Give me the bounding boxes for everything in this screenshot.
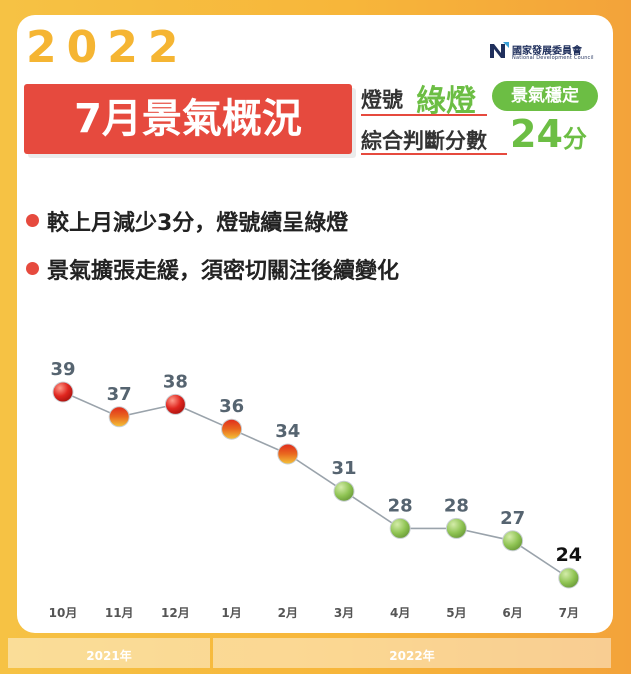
x-tick-label-2: 11月 <box>105 606 134 620</box>
score-number: 24 <box>510 112 563 156</box>
title-banner: 7月景氣概況 <box>24 84 352 154</box>
score-unit: 分 <box>562 125 587 153</box>
status-badge: 景氣穩定 <box>492 81 598 111</box>
bullet-dot-icon <box>26 262 39 275</box>
x-tick-label-6: 3月 <box>334 606 354 620</box>
signal-marker-8 <box>445 517 467 539</box>
signal-marker-7 <box>389 517 411 539</box>
year-strip: 2021年 2022年 <box>0 635 631 673</box>
bullet-item-1: 較上月減少3分，燈號續呈綠燈 <box>26 205 348 237</box>
logo-name-zh: 國家發展委員會 <box>512 46 582 57</box>
score-underline <box>361 153 507 155</box>
value-label-2: 37 <box>107 384 132 405</box>
year-group-2022: 2022年 <box>213 638 611 668</box>
value-label-7: 28 <box>388 495 413 516</box>
value-label-5: 34 <box>275 421 300 442</box>
series-markers <box>52 381 580 589</box>
signal-underline <box>361 114 487 116</box>
x-tick-label-7: 4月 <box>390 606 410 620</box>
x-tick-label-9: 6月 <box>502 606 522 620</box>
logo-name-en: National Development Council <box>512 55 594 61</box>
signal-marker-6 <box>333 480 355 502</box>
value-label-4: 36 <box>219 396 244 417</box>
x-tick-label-1: 10月 <box>49 606 78 620</box>
x-axis-labels: 10月 11月 12月 1月 2月 3月 4月 5月 6月 7月 <box>49 606 579 620</box>
bullet-dot-icon <box>26 214 39 227</box>
x-tick-label-5: 2月 <box>278 606 298 620</box>
value-label-6: 31 <box>331 458 356 479</box>
signal-marker-3 <box>164 393 186 415</box>
signal-marker-2 <box>108 406 130 428</box>
signal-marker-10 <box>558 567 580 589</box>
line-segment-6 <box>343 490 401 530</box>
value-label-1: 39 <box>50 359 75 380</box>
score-value: 24分 <box>510 112 587 161</box>
x-tick-label-10: 7月 <box>559 606 579 620</box>
signal-marker-5 <box>277 443 299 465</box>
score-line-chart: 39 37 38 36 34 31 28 28 27 24 10月 11月 12月 1月 2月 3月 4月 5月… <box>49 359 582 620</box>
score-label: 綜合判斷分數 <box>361 129 487 153</box>
value-label-8: 28 <box>444 495 469 516</box>
bullet-text-1: 較上月減少3分，燈號續呈綠燈 <box>47 211 349 236</box>
x-tick-label-8: 5月 <box>446 606 466 620</box>
x-tick-label-3: 12月 <box>161 606 190 620</box>
line-segment-9 <box>512 540 570 579</box>
value-label-3: 38 <box>163 371 188 392</box>
value-label-9: 27 <box>500 508 525 529</box>
signal-marker-1 <box>52 381 74 403</box>
bullet-item-2: 景氣擴張走緩，須密切關注後續變化 <box>26 253 399 285</box>
value-labels: 39 37 38 36 34 31 28 28 27 24 <box>50 359 582 566</box>
signal-marker-9 <box>502 530 524 552</box>
ndc-logo: 國家發展委員會 National Development Council <box>488 40 608 66</box>
ndc-logo-icon <box>490 42 509 58</box>
signal-value: 綠燈 <box>416 84 476 119</box>
signal-label: 燈號 <box>361 88 403 112</box>
x-tick-label-4: 1月 <box>221 606 241 620</box>
year-group-2021: 2021年 <box>8 638 210 668</box>
bullet-text-2: 景氣擴張走緩，須密切關注後續變化 <box>47 259 400 284</box>
signal-marker-4 <box>221 418 243 440</box>
banner-title: 7月景氣概況 <box>74 96 302 142</box>
year-heading: 2022 <box>26 22 189 73</box>
series-line <box>62 391 570 579</box>
line-segment-5 <box>287 453 345 492</box>
value-label-10: 24 <box>556 544 582 566</box>
